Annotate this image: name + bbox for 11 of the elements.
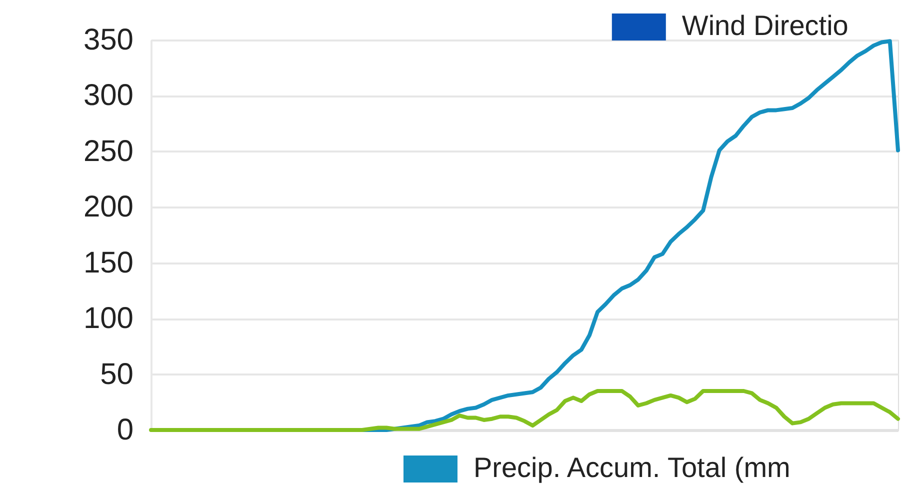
y-tick-label: 100 [83,302,134,336]
y-tick-label: 200 [83,190,134,224]
y-tick-label: 50 [100,358,134,391]
y-tick-label: 150 [83,246,134,280]
legend-label: Wind Directio [682,10,848,41]
y-tick-label: 0 [116,414,134,446]
line-series [149,389,900,432]
legend-label: Precip. Accum. Total (mm [473,452,790,483]
y-tick-label: 350 [83,24,134,56]
y-tick-label: 300 [83,79,134,112]
y-tick-label: 250 [83,134,134,168]
